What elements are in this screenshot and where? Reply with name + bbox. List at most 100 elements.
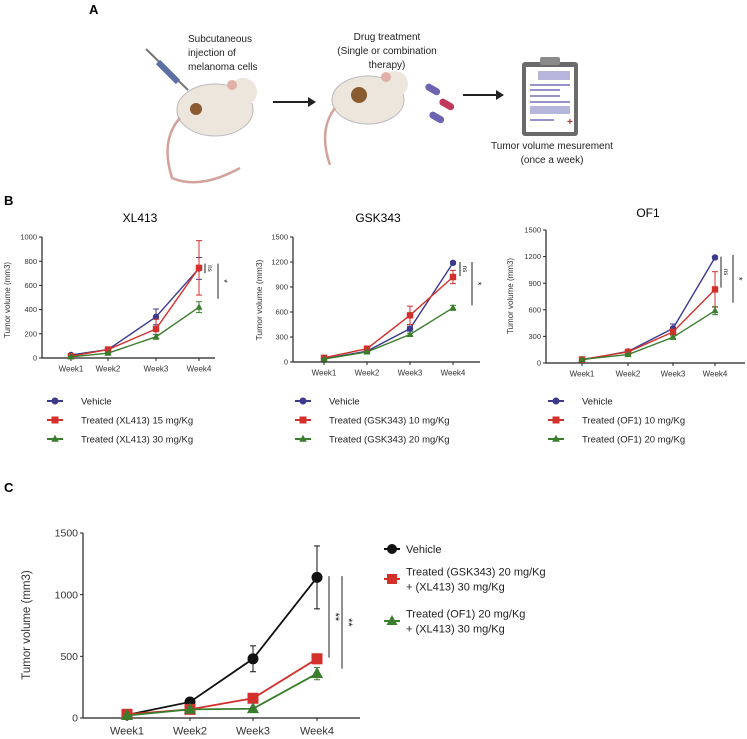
data-point	[195, 264, 203, 272]
series-2	[320, 303, 457, 362]
y-tick-label: 600	[528, 305, 541, 314]
legend-marker	[299, 416, 307, 424]
y-tick-label: 1500	[271, 233, 288, 242]
step2-line3: therapy)	[369, 60, 406, 71]
series-0	[67, 257, 203, 359]
mouse-treated-icon	[323, 71, 408, 166]
pills-icon	[425, 83, 455, 124]
significance-label: *	[219, 279, 229, 283]
series-0	[320, 259, 457, 362]
data-point	[711, 286, 719, 293]
legend-item: Treated (GSK343) 20 mg/Kg + (XL413) 30 mg…	[384, 566, 546, 593]
significance-label: *	[473, 282, 483, 286]
y-tick-label: 300	[528, 332, 541, 341]
data-point	[449, 273, 457, 281]
legend-label: Vehicle	[406, 544, 441, 556]
y-tick-label: 1200	[524, 252, 541, 261]
step3-line1: Tumor volume mesurement	[491, 141, 613, 152]
legend-label: Treated (XL413) 15 mg/Kg	[81, 415, 193, 426]
y-tick-label: 600	[24, 281, 37, 290]
y-tick-label: 1500	[55, 528, 79, 540]
data-point	[195, 303, 203, 310]
series-2	[67, 301, 203, 360]
significance-annotation: **	[328, 576, 341, 658]
series-2	[578, 306, 719, 363]
data-point	[247, 692, 259, 704]
legend-label: Treated (GSK343) 20 mg/Kg	[329, 434, 450, 445]
data-point	[152, 325, 160, 333]
x-tick-label: Week1	[312, 369, 337, 378]
legend-label: Treated (XL413) 30 mg/Kg	[81, 434, 193, 445]
y-axis-label: Tumor volume (mm3)	[21, 570, 33, 680]
schematic: Subcutaneous injection of melanoma cells…	[145, 32, 613, 184]
data-point	[711, 306, 719, 314]
data-point	[449, 259, 457, 267]
y-tick-label: 500	[60, 651, 78, 663]
legend-item: Vehicle	[295, 396, 360, 407]
legend-item: Treated (GSK343) 20 mg/Kg	[295, 434, 450, 445]
step1-line1: Subcutaneous	[188, 34, 252, 45]
data-point	[246, 702, 260, 714]
legend-item: Treated (OF1) 20 mg/Kg + (XL413) 30 mg/Kg	[384, 608, 525, 635]
legend-item: Vehicle	[47, 396, 112, 407]
y-tick-label: 900	[528, 279, 541, 288]
series-line	[323, 307, 454, 360]
data-point	[406, 312, 414, 319]
y-axis-label: Tumor volume (mm3)	[254, 259, 264, 340]
data-point	[310, 667, 324, 678]
data-point	[183, 702, 197, 714]
legend-marker	[299, 434, 307, 442]
y-tick-label: 400	[24, 305, 37, 314]
x-tick-label: Week3	[398, 369, 423, 378]
data-point	[624, 350, 632, 358]
data-point	[578, 355, 586, 363]
series-line	[581, 310, 716, 361]
chart-combination: 0 500 1000 1500 Week1 Week2 Week3 Week4 Tumor vo…	[21, 528, 546, 738]
y-tick-label: 1000	[20, 233, 37, 242]
legend-label: Vehicle	[329, 396, 360, 407]
significance-label: *	[734, 277, 744, 281]
significance-label: ns	[206, 265, 212, 271]
chart-title: XL413	[123, 211, 158, 225]
chart-title: GSK343	[355, 211, 401, 225]
series-2	[120, 666, 324, 720]
legend-label: Treated (OF1) 20 mg/Kg	[406, 608, 525, 620]
significance-label: **	[329, 613, 341, 622]
legend-item: Treated (XL413) 30 mg/Kg	[47, 434, 193, 445]
legend-label: Vehicle	[81, 396, 112, 407]
chart-of1: OF1 0 300 600 900 1200 1500 Week1 Week2 Week3 Week…	[506, 206, 745, 445]
legend-label: Vehicle	[582, 396, 613, 407]
x-tick-label: Week1	[59, 365, 84, 374]
x-tick-label: Week3	[661, 370, 686, 379]
x-tick-label: Week4	[187, 365, 212, 374]
data-point	[311, 571, 323, 583]
x-tick-label: Week4	[300, 726, 334, 738]
legend-marker	[387, 574, 397, 584]
legend-marker	[51, 397, 59, 405]
panel-label-c: C	[4, 480, 14, 495]
significance-label: ns	[722, 269, 728, 275]
significance-label: ns	[461, 266, 467, 272]
step2-line2: (Single or combination	[337, 46, 437, 57]
series-line	[70, 267, 200, 356]
x-tick-label: Week3	[144, 365, 169, 374]
legend-item: Treated (OF1) 20 mg/Kg	[548, 434, 685, 445]
arrow-icon	[273, 97, 316, 107]
arrow-icon-2	[463, 90, 504, 100]
y-axis-label: Tumor volume (mm3)	[3, 262, 12, 338]
data-point	[247, 653, 259, 665]
x-tick-label: Week2	[173, 726, 207, 738]
y-tick-label: 300	[275, 333, 288, 342]
data-point	[449, 303, 457, 311]
step3-line2: (once a week)	[521, 155, 584, 166]
chart-title: OF1	[636, 206, 660, 220]
x-tick-label: Week2	[355, 369, 380, 378]
x-tick-label: Week4	[703, 370, 728, 379]
series-0	[121, 545, 323, 721]
legend-label: Treated (GSK343) 10 mg/Kg	[329, 415, 450, 426]
data-point	[320, 355, 328, 362]
series-1	[67, 240, 203, 360]
legend-label: Treated (OF1) 20 mg/Kg	[582, 434, 685, 445]
step1-line2: injection of	[188, 48, 236, 59]
